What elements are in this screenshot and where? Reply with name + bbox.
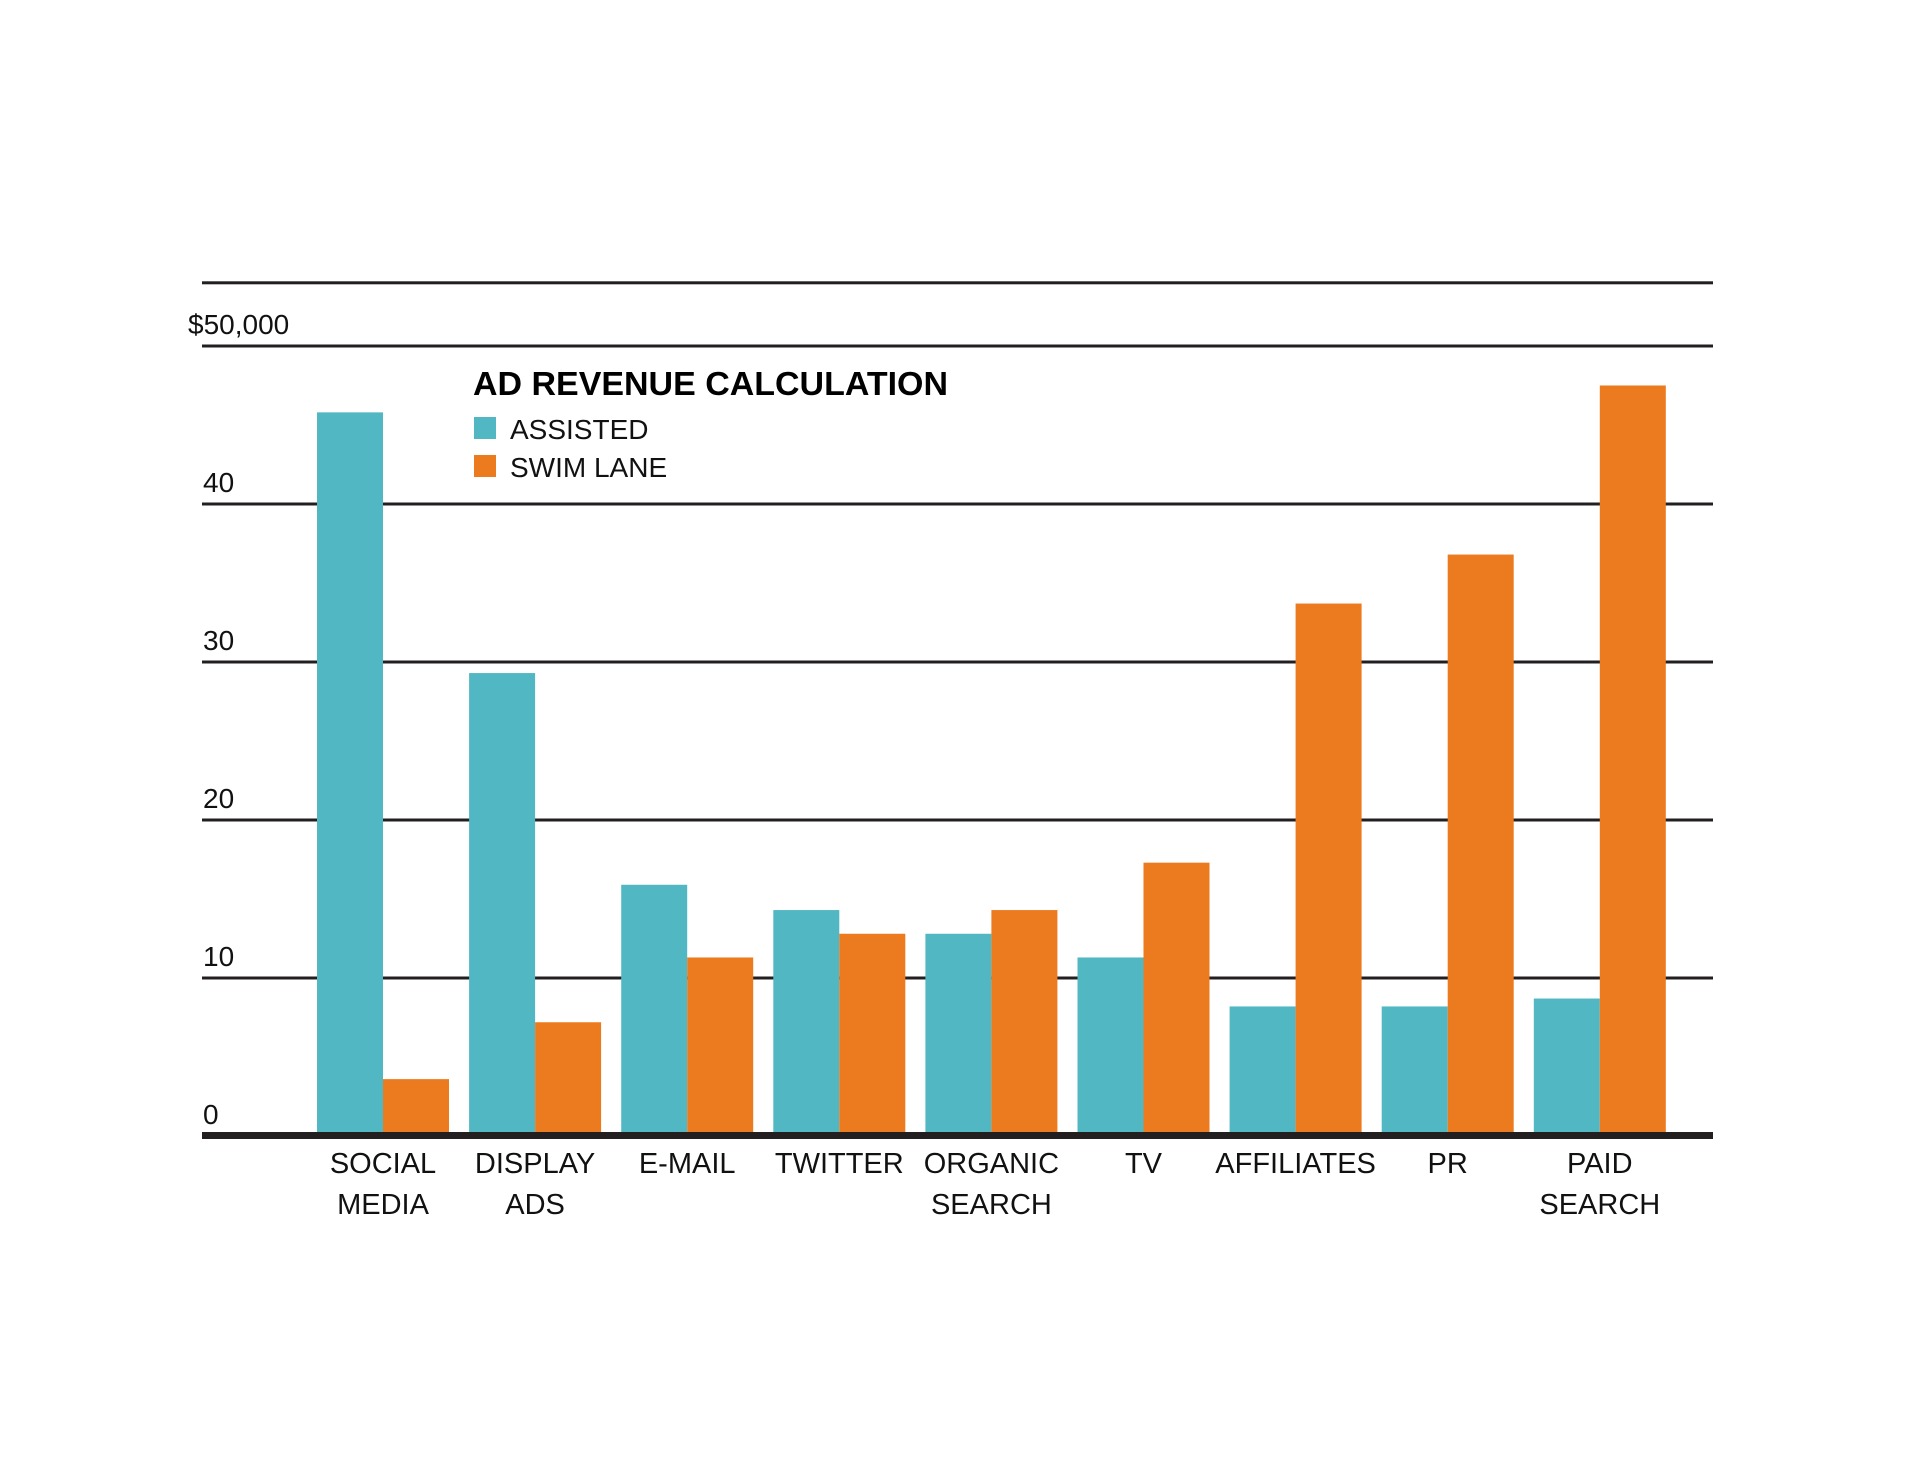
legend-swatch-assisted: [474, 417, 496, 439]
y-tick-label: 30: [203, 625, 234, 656]
legend-swatch-swim-lane: [474, 455, 496, 477]
bar-swim-lane: [991, 910, 1058, 1133]
x-category-label: PAID: [1567, 1148, 1633, 1180]
x-category-label: SOCIAL: [330, 1148, 436, 1180]
bar-assisted: [317, 412, 383, 1133]
y-tick-label: $50,000: [188, 309, 289, 340]
gridline: [202, 502, 1713, 506]
x-category-label: MEDIA: [337, 1189, 430, 1221]
legend: AD REVENUE CALCULATION ASSISTED SWIM LAN…: [473, 365, 948, 483]
x-category-label: SEARCH: [1539, 1189, 1660, 1221]
bar-swim-lane: [535, 1022, 602, 1133]
bar-swim-lane: [1599, 385, 1666, 1133]
gridline: [202, 344, 1713, 348]
y-tick-label: 10: [203, 941, 234, 972]
y-tick-label: 20: [203, 783, 234, 814]
x-category-label: DISPLAY: [475, 1148, 595, 1180]
bar-assisted: [1229, 1006, 1296, 1133]
bars: [317, 385, 1666, 1133]
bar-swim-lane: [1295, 603, 1362, 1133]
bar-assisted: [1533, 998, 1600, 1133]
x-category-label: SEARCH: [931, 1189, 1052, 1221]
y-axis-tick-labels: 0 10 20 30 40 $50,000: [188, 309, 289, 1130]
y-tick-label: 0: [203, 1099, 219, 1130]
bar-assisted: [621, 884, 688, 1133]
legend-label-assisted: ASSISTED: [510, 414, 648, 445]
x-category-label: TV: [1125, 1148, 1163, 1180]
x-category-label: ORGANIC: [924, 1148, 1059, 1180]
x-category-label: PR: [1428, 1148, 1468, 1180]
bar-assisted: [1381, 1006, 1448, 1133]
x-axis-baseline: [202, 1132, 1713, 1139]
x-category-label: TWITTER: [775, 1148, 904, 1180]
y-tick-label: 40: [203, 467, 234, 498]
x-category-label: AFFILIATES: [1215, 1148, 1376, 1180]
bar-swim-lane: [383, 1079, 449, 1133]
bar-swim-lane: [1447, 554, 1514, 1133]
bar-assisted: [925, 933, 992, 1133]
x-axis-category-labels: SOCIAL MEDIA DISPLAY ADS E-MAIL TWITTER ORGANI…: [330, 1148, 1660, 1221]
gridline: [202, 818, 1713, 822]
bar-swim-lane: [1143, 862, 1210, 1133]
bar-swim-lane: [687, 957, 754, 1133]
gridline: [202, 660, 1713, 664]
x-category-label: ADS: [505, 1189, 565, 1221]
bar-assisted: [1077, 957, 1144, 1133]
bar-swim-lane: [839, 933, 906, 1133]
bar-assisted: [773, 910, 840, 1133]
chart-title: AD REVENUE CALCULATION: [473, 365, 948, 402]
legend-label-swim-lane: SWIM LANE: [510, 452, 667, 483]
x-category-label: E-MAIL: [639, 1148, 736, 1180]
bar-assisted: [469, 673, 536, 1133]
gridline: [202, 281, 1713, 285]
